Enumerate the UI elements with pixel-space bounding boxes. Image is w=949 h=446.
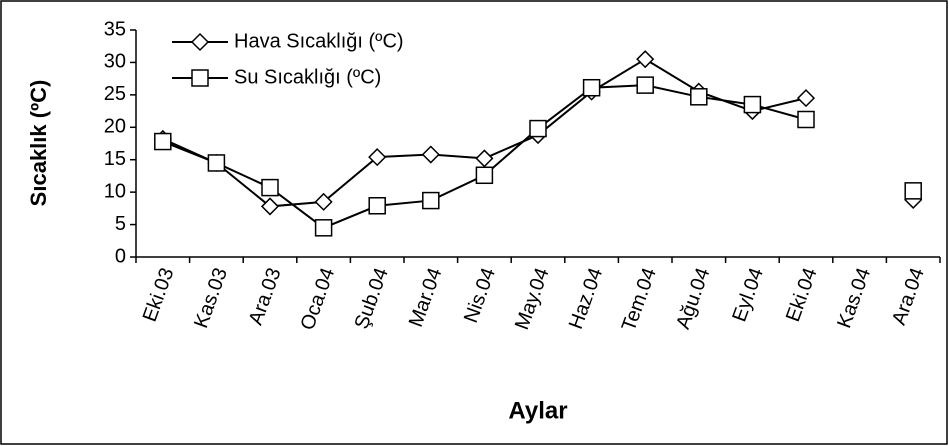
data-point xyxy=(190,32,210,52)
data-point xyxy=(260,197,280,216)
data-point xyxy=(314,219,333,237)
data-point xyxy=(422,191,440,210)
data-point xyxy=(191,69,209,87)
legend-label: Su Sıcaklığı (ºC) xyxy=(234,66,381,88)
data-point xyxy=(154,132,172,151)
data-point xyxy=(796,89,816,108)
data-point xyxy=(207,154,226,172)
y-tick-label: 35 xyxy=(104,18,126,40)
legend-label: Hava Sıcaklığı (ºC) xyxy=(234,30,404,52)
data-point xyxy=(261,178,279,197)
data-point xyxy=(529,119,547,138)
y-tick-label: 25 xyxy=(104,83,126,105)
data-point xyxy=(368,148,387,167)
y-tick-label: 0 xyxy=(115,245,126,267)
data-point xyxy=(636,50,655,69)
data-point xyxy=(314,192,333,211)
data-point xyxy=(904,182,922,200)
data-point xyxy=(421,145,440,164)
y-tick-label: 15 xyxy=(104,148,126,170)
data-point xyxy=(582,78,601,97)
y-axis-title: Sıcaklık (ºC) xyxy=(26,80,51,207)
y-tick-label: 20 xyxy=(104,116,126,138)
y-tick-label: 5 xyxy=(115,213,126,235)
y-tick-label: 10 xyxy=(104,180,126,202)
y-tick-label: 30 xyxy=(104,51,126,73)
data-point xyxy=(690,88,708,106)
data-point xyxy=(743,95,762,114)
x-axis-title: Aylar xyxy=(508,397,567,424)
data-point xyxy=(368,197,386,215)
data-point xyxy=(475,166,494,185)
data-point xyxy=(797,110,815,129)
data-point xyxy=(475,149,494,168)
data-point xyxy=(636,76,654,94)
